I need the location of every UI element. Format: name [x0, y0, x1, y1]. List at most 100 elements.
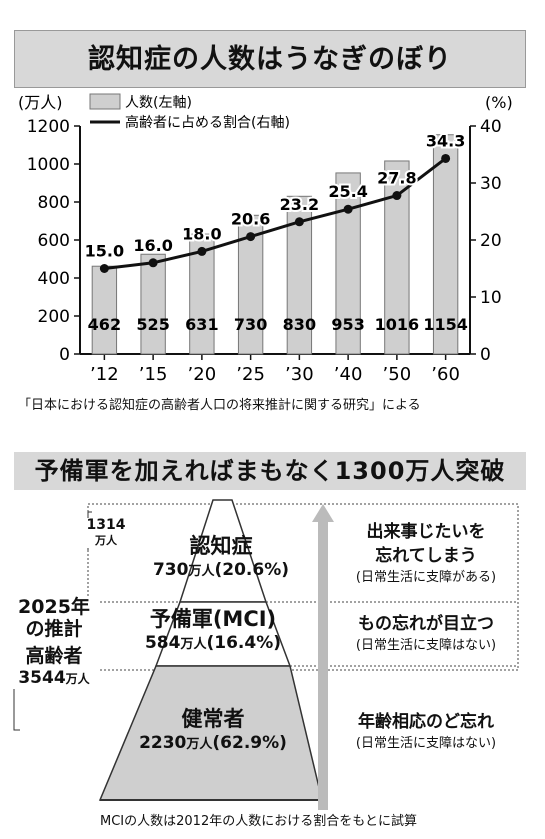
dotted-frame [87, 503, 519, 671]
pyramid-diagram [13, 499, 519, 810]
ratio-label: 16.0 [133, 236, 172, 255]
desc-line-1: 出来事じたいを [366, 522, 486, 542]
tier-num: 730 [152, 560, 189, 580]
legend-line-label: 高齢者に占める割合(右軸) [125, 114, 290, 131]
right-tick-label: 10 [480, 288, 502, 308]
x-tick-label: ’30 [285, 364, 314, 385]
tier-unit: 万人 [180, 637, 207, 652]
right-tick-label: 20 [480, 231, 502, 251]
ratio-line [104, 157, 447, 270]
right-axis-label: (%) [485, 93, 513, 112]
elderly-num: 3544 [18, 668, 66, 688]
year-label-1: 2025年 [18, 596, 90, 618]
left-tick-label: 1200 [27, 117, 70, 137]
left-tick-label: 600 [38, 231, 70, 251]
ratio-label: 25.4 [328, 182, 367, 201]
desc-line-1: もの忘れが目立つ [358, 614, 494, 634]
right-tick-label: 30 [480, 174, 502, 194]
tier-unit: 万人 [186, 737, 213, 752]
bar-label: 1016 [375, 315, 420, 334]
ratio-label: 23.2 [280, 195, 319, 214]
desc-note: (日常生活に支障はない) [355, 638, 497, 653]
elderly-estimate: 2025年 の推計 高齢者 3544万人 [8, 596, 100, 689]
chart-title-banner: 認知症の人数はうなぎのぼり [14, 30, 526, 88]
left-axis-label: (万人) [18, 93, 63, 112]
bar-label: 1154 [423, 315, 468, 334]
tier-name: 予備軍(MCI) [149, 607, 277, 631]
tier-pct: (20.6%) [214, 560, 290, 580]
left-tick-label: 1000 [27, 155, 70, 175]
ratio-point [197, 246, 207, 256]
ratio-label: 27.8 [377, 169, 416, 188]
bar-label: 525 [136, 315, 169, 334]
arrow-head-icon [312, 504, 334, 522]
tier-name: 健常者 [181, 707, 245, 731]
dementia-chart: 0 200 400 600 800 1000 1200 0 10 20 30 40 (万人) (%) ’12… [18, 93, 513, 385]
x-tick-label: ’25 [236, 364, 265, 385]
x-tick-label: ’15 [139, 364, 168, 385]
desc-mci: もの忘れが目立つ (日常生活に支障はない) [336, 612, 516, 656]
left-tick-label: 400 [38, 269, 70, 289]
total-1314: 1314 万人 [86, 518, 126, 548]
ratio-point [99, 264, 109, 273]
left-tick-label: 800 [38, 193, 70, 213]
desc-note: (日常生活に支障がある) [355, 570, 497, 585]
bar [140, 253, 166, 355]
right-tick-label: 40 [480, 117, 502, 137]
ratio-point [343, 204, 353, 214]
tier-unit: 万人 [188, 564, 215, 579]
total-unit: 万人 [95, 534, 117, 547]
tier-num: 584 [144, 633, 181, 653]
elderly-label: 高齢者 [25, 645, 83, 667]
desc-line-1: 年齢相応のど忘れ [358, 712, 494, 732]
desc-note: (日常生活に支障はない) [355, 736, 497, 751]
ratio-label: 34.3 [426, 131, 465, 150]
arrow-shaft [318, 520, 328, 810]
x-tick-label: ’12 [90, 364, 119, 385]
x-tick-label: ’50 [383, 364, 412, 385]
ratio-label: 15.0 [85, 242, 124, 261]
bar-label: 730 [234, 315, 267, 334]
ratio-label: 18.0 [182, 224, 221, 243]
ratio-point [294, 217, 304, 227]
bar [432, 134, 459, 355]
bar-label: 953 [331, 315, 364, 334]
bar-label: 830 [283, 315, 316, 334]
tier-pct: (62.9%) [212, 733, 287, 753]
chart-source: 「日本における認知症の高齢者人口の将来推計に関する研究」による [18, 398, 421, 413]
tier-num: 2230 [139, 733, 187, 753]
x-tick-label: ’60 [431, 364, 460, 385]
tier-mci-label: 予備軍(MCI) 584万人(16.4%) [118, 606, 308, 656]
bar [384, 160, 410, 355]
legend-bar-swatch [89, 93, 121, 110]
desc-healthy: 年齢相応のど忘れ (日常生活に支障はない) [336, 710, 516, 754]
legend-bar-label: 人数(左軸) [125, 95, 192, 111]
left-tick-label: 0 [59, 345, 70, 365]
tier-healthy-label: 健常者 2230万人(62.9%) [118, 706, 308, 756]
bar-label: 631 [185, 315, 218, 334]
pyramid-title: 予備軍を加えればまもなく1300万人突破 [34, 457, 506, 485]
chart-title: 認知症の人数はうなぎのぼり [88, 44, 452, 75]
desc-line-2: 忘れてしまう [375, 546, 477, 566]
tier-pct: (16.4%) [206, 633, 282, 653]
ratio-label: 20.6 [231, 210, 270, 229]
x-tick-label: ’40 [334, 364, 363, 385]
tier-name: 認知症 [189, 534, 253, 558]
elderly-unit: 万人 [65, 672, 90, 686]
bar [91, 265, 118, 355]
ratio-point [392, 191, 402, 201]
pyramid-title-banner: 予備軍を加えればまもなく1300万人突破 [14, 452, 526, 490]
pyramid-footnote: MCIの人数は2012年の人数における割合をもとに試算 [100, 814, 417, 829]
total-num: 1314 [86, 517, 126, 533]
ratio-point [148, 258, 158, 268]
year-label-2: の推計 [25, 618, 83, 640]
ratio-point [441, 153, 451, 163]
tier-dementia-label: 認知症 730万人(20.6%) [136, 533, 306, 583]
desc-dementia: 出来事じたいを 忘れてしまう (日常生活に支障がある) [336, 520, 516, 588]
left-tick-label: 200 [38, 307, 70, 327]
bar [335, 172, 361, 355]
right-tick-label: 0 [480, 345, 491, 365]
bar-label: 462 [88, 315, 121, 334]
ratio-point [246, 232, 256, 242]
x-tick-label: ’20 [188, 364, 217, 385]
